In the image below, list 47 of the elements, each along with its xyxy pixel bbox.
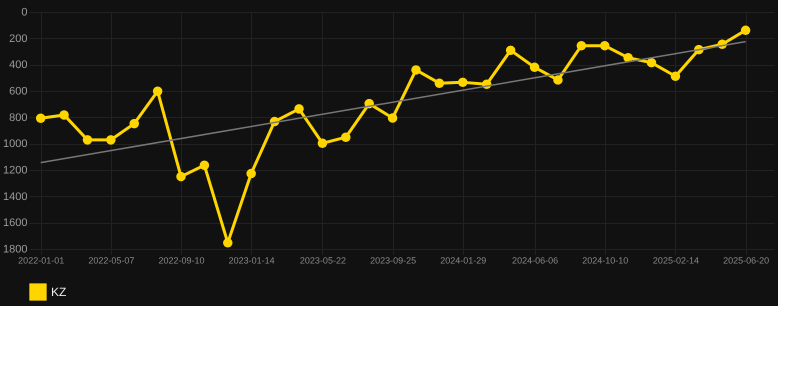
point	[246, 168, 256, 178]
point	[506, 46, 516, 56]
y-tick-label: 1600	[3, 217, 28, 230]
point	[223, 238, 233, 248]
x-tick-label: 2022-09-10	[158, 256, 205, 266]
x-tick-label: 2025-02-14	[652, 256, 699, 266]
point	[646, 58, 656, 68]
point	[152, 86, 162, 96]
point	[106, 135, 116, 145]
x-tick-label: 2023-09-25	[370, 256, 416, 266]
point	[740, 26, 750, 36]
point	[200, 160, 210, 170]
y-tick-label: 800	[9, 112, 28, 124]
point	[411, 65, 421, 75]
point	[318, 138, 328, 148]
y-tick-label: 1200	[3, 164, 28, 176]
point	[129, 118, 139, 128]
x-tick-label: 2024-06-06	[512, 256, 558, 266]
point	[530, 62, 540, 72]
point	[576, 40, 586, 50]
x-tick-label: 2023-01-14	[228, 256, 275, 266]
point	[176, 172, 186, 182]
x-tick-label: 2022-05-07	[88, 256, 134, 266]
y-tick-label: 0	[21, 6, 28, 18]
y-tick-label: 600	[9, 86, 28, 98]
point	[82, 135, 92, 145]
point	[434, 78, 444, 88]
point	[294, 104, 304, 114]
y-tick-label: 200	[9, 32, 28, 45]
x-tick-label: 2024-10-10	[582, 256, 628, 266]
point	[600, 40, 610, 50]
point	[458, 78, 468, 88]
y-tick-label: 1800	[3, 244, 28, 256]
legend-label: KZ	[51, 285, 66, 299]
point	[670, 72, 680, 81]
point	[36, 114, 46, 123]
point	[553, 75, 563, 85]
x-tick-label: 2025-06-20	[723, 256, 770, 266]
point	[59, 110, 69, 120]
x-tick-label: 2022-01-01	[18, 256, 64, 266]
x-tick-label: 2023-05-22	[300, 256, 346, 266]
point	[388, 113, 398, 123]
y-tick-label: 400	[9, 59, 28, 72]
x-tick-label: 2024-01-29	[440, 256, 486, 266]
y-tick-label: 1000	[3, 138, 28, 150]
y-tick-label: 1400	[3, 190, 28, 203]
point	[341, 132, 351, 142]
